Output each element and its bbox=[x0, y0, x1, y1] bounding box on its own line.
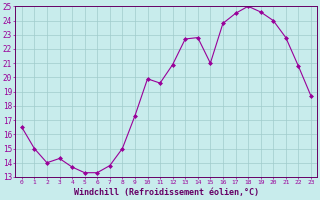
X-axis label: Windchill (Refroidissement éolien,°C): Windchill (Refroidissement éolien,°C) bbox=[74, 188, 259, 197]
